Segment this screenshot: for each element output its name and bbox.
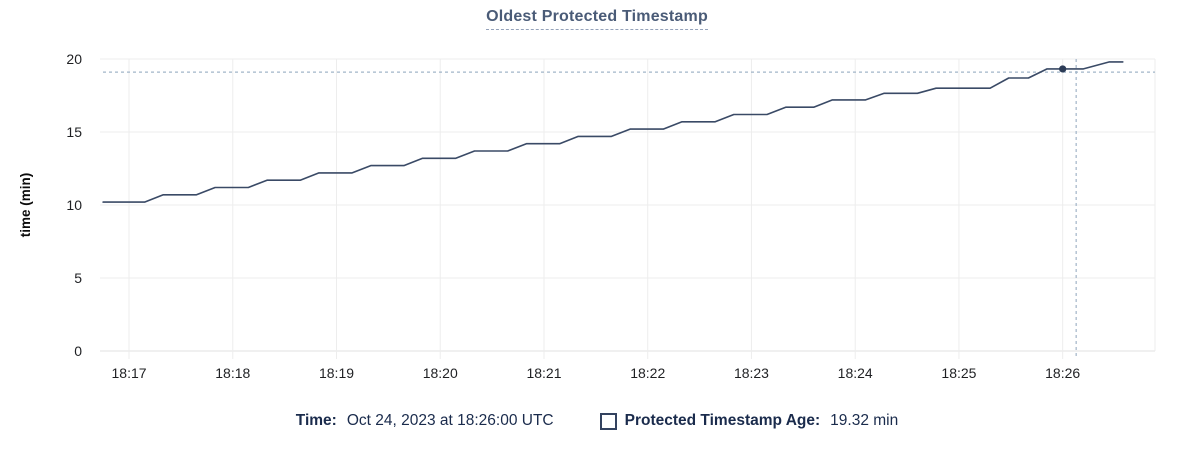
series-line-protected-timestamp-age (102, 61, 1124, 203)
legend-series-value: 19.32 min (830, 412, 899, 429)
chart-title-row: Oldest Protected Timestamp (0, 8, 1194, 30)
y-axis-title: time (min) (18, 173, 33, 238)
y-tick-label: 10 (66, 197, 82, 213)
hover-point-marker (1059, 65, 1067, 73)
y-tick-label: 0 (74, 343, 82, 359)
legend-series-item[interactable]: Protected Timestamp Age: 19.32 min (599, 412, 899, 430)
chart-title[interactable]: Oldest Protected Timestamp (486, 8, 708, 30)
y-tick-label: 15 (66, 124, 82, 140)
x-tick-label: 18:24 (838, 365, 873, 381)
legend-time-value: Oct 24, 2023 at 18:26:00 UTC (346, 412, 554, 429)
x-tick-label: 18:23 (734, 365, 769, 381)
series-checkbox-icon[interactable] (599, 412, 617, 430)
x-tick-label: 18:20 (423, 365, 458, 381)
legend-series-label: Protected Timestamp Age: (624, 412, 821, 429)
y-tick-label: 20 (66, 51, 82, 67)
x-tick-label: 18:19 (319, 365, 354, 381)
x-tick-label: 18:18 (215, 365, 250, 381)
x-tick-label: 18:26 (1045, 365, 1080, 381)
x-tick-label: 18:21 (526, 365, 561, 381)
legend-time-item: Time: Oct 24, 2023 at 18:26:00 UTC (296, 412, 554, 430)
y-tick-label: 5 (74, 270, 82, 286)
legend-time-label: Time: (295, 412, 337, 429)
x-tick-label: 18:25 (941, 365, 976, 381)
hover-legend: Time: Oct 24, 2023 at 18:26:00 UTC Prote… (0, 412, 1194, 430)
x-tick-label: 18:17 (112, 365, 147, 381)
x-tick-label: 18:22 (630, 365, 665, 381)
chart-plot-area[interactable]: 0 5 10 15 20 18:17 18:18 18:19 18:20 18:21 18:22 18… (0, 45, 1194, 405)
